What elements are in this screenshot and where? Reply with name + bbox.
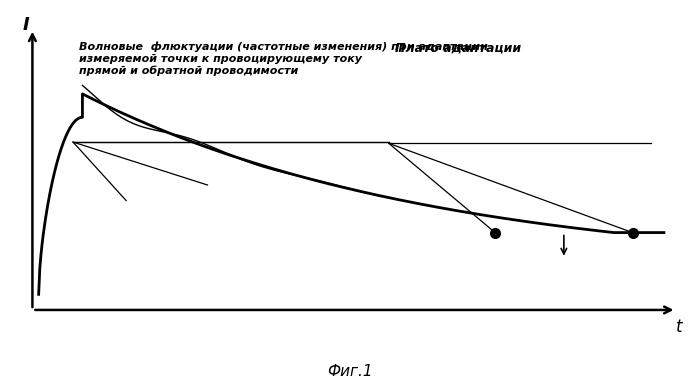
Text: Волновые  флюктуации (частотные изменения) при адаптации
измеряемой точки к пров: Волновые флюктуации (частотные изменения… (79, 42, 488, 76)
Text: Фиг.1: Фиг.1 (326, 364, 373, 379)
Text: I: I (22, 16, 29, 34)
Text: Плато адаптации: Плато адаптации (395, 42, 521, 55)
Text: t: t (677, 318, 683, 336)
